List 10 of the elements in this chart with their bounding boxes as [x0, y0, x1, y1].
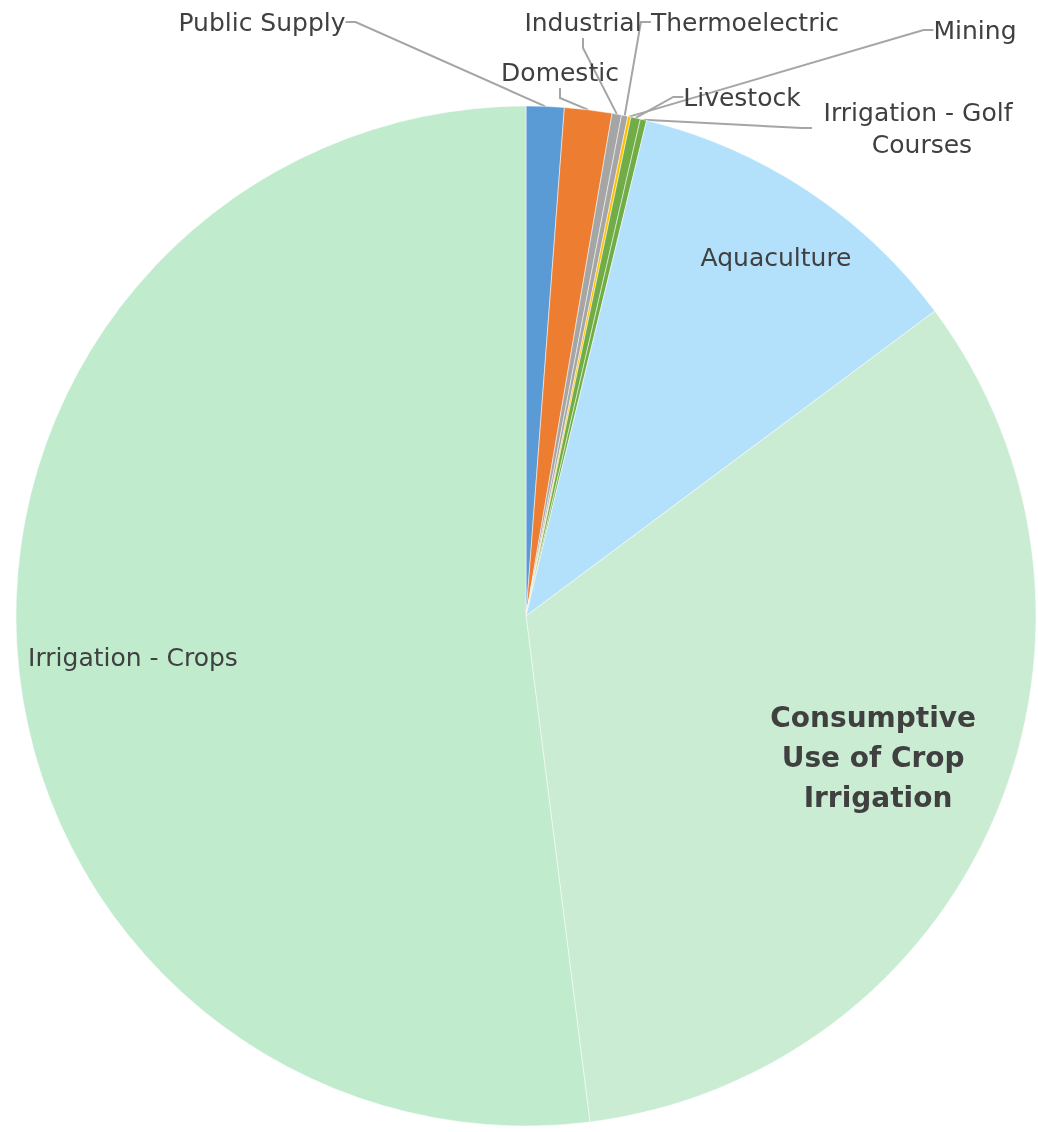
slice-label: Livestock — [683, 82, 802, 112]
slice-label: Public Supply — [178, 7, 346, 37]
slice-label: Irrigation - Golf Courses — [823, 97, 1021, 159]
slice-label: Mining — [933, 15, 1017, 45]
slice-label: Thermoelectric — [649, 7, 840, 37]
slice-label: Industrial — [524, 7, 642, 37]
slice-label: Aquaculture — [700, 242, 852, 272]
slice-label: Consumptive Use of Crop Irrigation — [770, 700, 986, 814]
slice-label: Irrigation - Crops — [28, 642, 238, 672]
slice-label: Domestic — [501, 57, 619, 87]
